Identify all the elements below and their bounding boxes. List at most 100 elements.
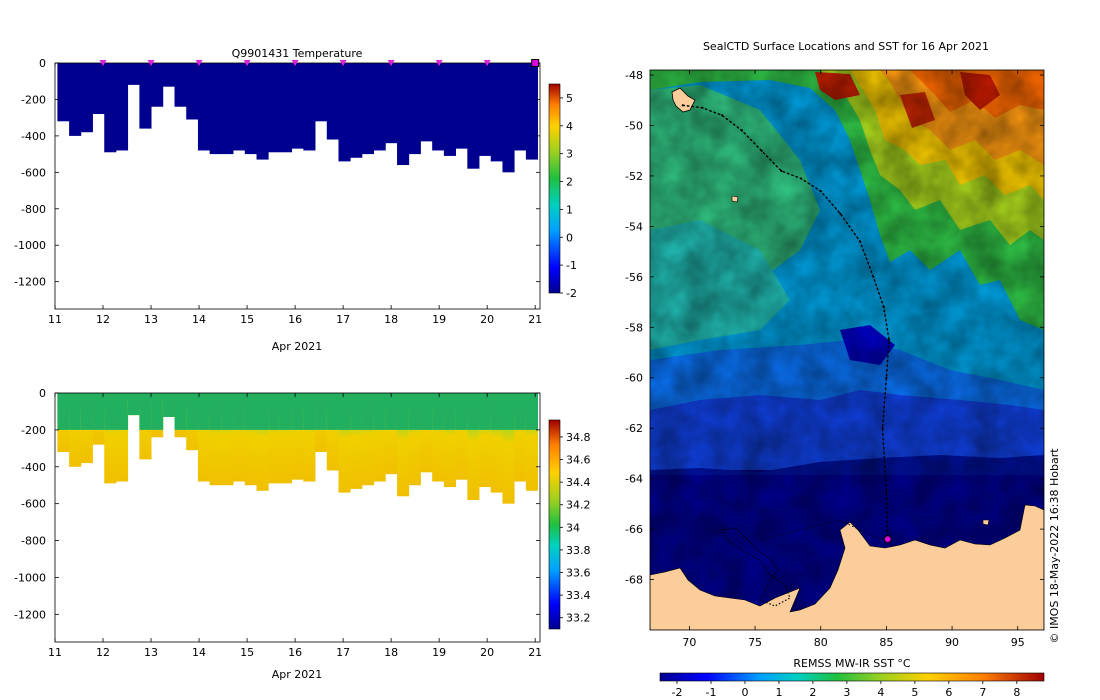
seal-track-line [682, 104, 890, 538]
temperature-profile-cell [92, 63, 105, 115]
salinity-surface-layer [502, 393, 515, 430]
temperature-profile-cell [139, 63, 152, 129]
salinity-surface-layer [291, 393, 304, 430]
y-tick-label: -600 [21, 166, 46, 179]
surfacing-marker [483, 60, 491, 66]
salinity-surface-layer [57, 393, 70, 430]
salinity-surface-layer [525, 393, 538, 430]
salinity-surface-layer [268, 393, 281, 430]
y-tick-label: -600 [21, 498, 46, 511]
lon-tick-label: 70 [682, 636, 696, 649]
temperature-profile-cell [233, 63, 246, 151]
temperature-profile-cell [490, 63, 503, 162]
sst-colorbar-tick-label: -1 [705, 686, 716, 699]
temperature-profile-cell [373, 63, 386, 151]
salinity-section [57, 393, 538, 504]
temperature-profile-cell [315, 63, 328, 122]
lat-tick-label: -48 [625, 69, 643, 82]
salinity-surface-layer [479, 393, 492, 430]
salinity-surface-layer [432, 393, 445, 430]
y-tick-label: 0 [39, 387, 46, 400]
y-tick-label: -800 [21, 535, 46, 548]
surfacing-marker [147, 60, 155, 66]
x-tick-label: 17 [336, 646, 350, 659]
y-tick-label: -200 [21, 93, 46, 106]
salinity-y-ticks: 0 -200 -400 -600 -800 -1000 -1200 [14, 387, 540, 621]
heard-island [731, 195, 739, 203]
map-title: SealCTD Surface Locations and SST for 16… [703, 40, 989, 53]
temperature-plot-title: Q9901431 Temperature [232, 47, 363, 60]
sst-colorbar-label: REMSS MW-IR SST °C [793, 657, 911, 670]
temperature-profile-cell [408, 63, 421, 155]
colorbar-tick-label: 34.6 [566, 454, 591, 467]
lon-tick-label: 95 [1011, 636, 1025, 649]
colorbar-tick-label: 1 [566, 203, 573, 216]
x-tick-label: 13 [144, 313, 158, 326]
x-tick-label: 19 [432, 313, 446, 326]
salinity-surface-layer [80, 393, 93, 430]
salinity-surface-layer [162, 393, 175, 417]
temperature-profile-cell [151, 63, 164, 107]
salinity-surface-layer [115, 393, 129, 430]
colorbar-tick-label: -2 [566, 287, 577, 300]
temperature-profile-cell [221, 63, 234, 155]
track-point [760, 149, 763, 152]
sst-colorbar-tick-label: 8 [1013, 686, 1020, 699]
salinity-surface-layer [174, 393, 187, 430]
salinity-surface-layer [338, 393, 351, 430]
colorbar-tick-label: 34.4 [566, 476, 591, 489]
y-tick-label: -1000 [14, 571, 46, 584]
track-point [721, 114, 724, 117]
temperature-profile-cell [104, 63, 117, 153]
colorbar-tick-label: 33.6 [566, 567, 591, 580]
surfacing-marker [291, 60, 299, 66]
lat-tick-label: -66 [625, 523, 643, 536]
temperature-profile-cell [57, 63, 70, 122]
salinity-surface-layer [139, 393, 152, 430]
track-point [887, 338, 891, 341]
salinity-surface-layer [373, 393, 386, 430]
x-tick-label: 15 [240, 646, 254, 659]
x-tick-label: 20 [480, 313, 494, 326]
y-tick-label: -1200 [14, 608, 46, 621]
temperature-profile-cell [115, 63, 129, 151]
salinity-surface-layer [408, 393, 421, 430]
colorbar-tick-label: -1 [566, 259, 577, 272]
surfacing-marker [339, 60, 347, 66]
salinity-surface-layer [197, 393, 211, 430]
temperature-x-ticks: 11 12 13 14 15 16 17 18 19 20 21 [48, 63, 542, 326]
temperature-section [57, 63, 538, 173]
salinity-surface-layer [315, 393, 328, 430]
salinity-x-label: Apr 2021 [272, 668, 323, 681]
credit-text: © IMOS 18-May-2022 16:38 Hobart [1048, 448, 1061, 644]
track-point [799, 177, 803, 180]
lat-tick-label: -68 [625, 574, 643, 587]
sst-colorbar-tick-label: 5 [911, 686, 918, 699]
track-point [780, 169, 783, 172]
coastal-track [721, 527, 791, 607]
colorbar-tick-label: 34.8 [566, 431, 591, 444]
temperature-profile-cell [127, 63, 140, 85]
temperature-profile-cell [279, 63, 293, 153]
colorbar-tick-label: 34.2 [566, 499, 591, 512]
salinity-surface-layer [467, 393, 480, 430]
salinity-surface-layer [514, 393, 527, 430]
salinity-surface-layer [420, 393, 433, 430]
antarctica-land [650, 504, 1044, 630]
temperature-profile-cell [385, 63, 398, 144]
salinity-surface-layer [256, 393, 269, 430]
salinity-surface-layer [209, 393, 222, 430]
x-tick-label: 18 [384, 646, 398, 659]
salinity-surface-layer [361, 393, 375, 430]
surfacing-marker [99, 60, 107, 66]
x-tick-label: 16 [288, 646, 302, 659]
temperature-profile-cell [502, 63, 515, 173]
temperature-profile-cell [174, 63, 187, 107]
surfacing-marker [387, 60, 395, 66]
current-position-marker [883, 535, 892, 544]
lon-tick-label: 85 [879, 636, 893, 649]
x-tick-label: 12 [96, 313, 110, 326]
temperature-profile-cell [443, 63, 457, 156]
sst-colorbar-tick-label: 4 [877, 686, 884, 699]
y-tick-label: -1200 [14, 276, 46, 289]
